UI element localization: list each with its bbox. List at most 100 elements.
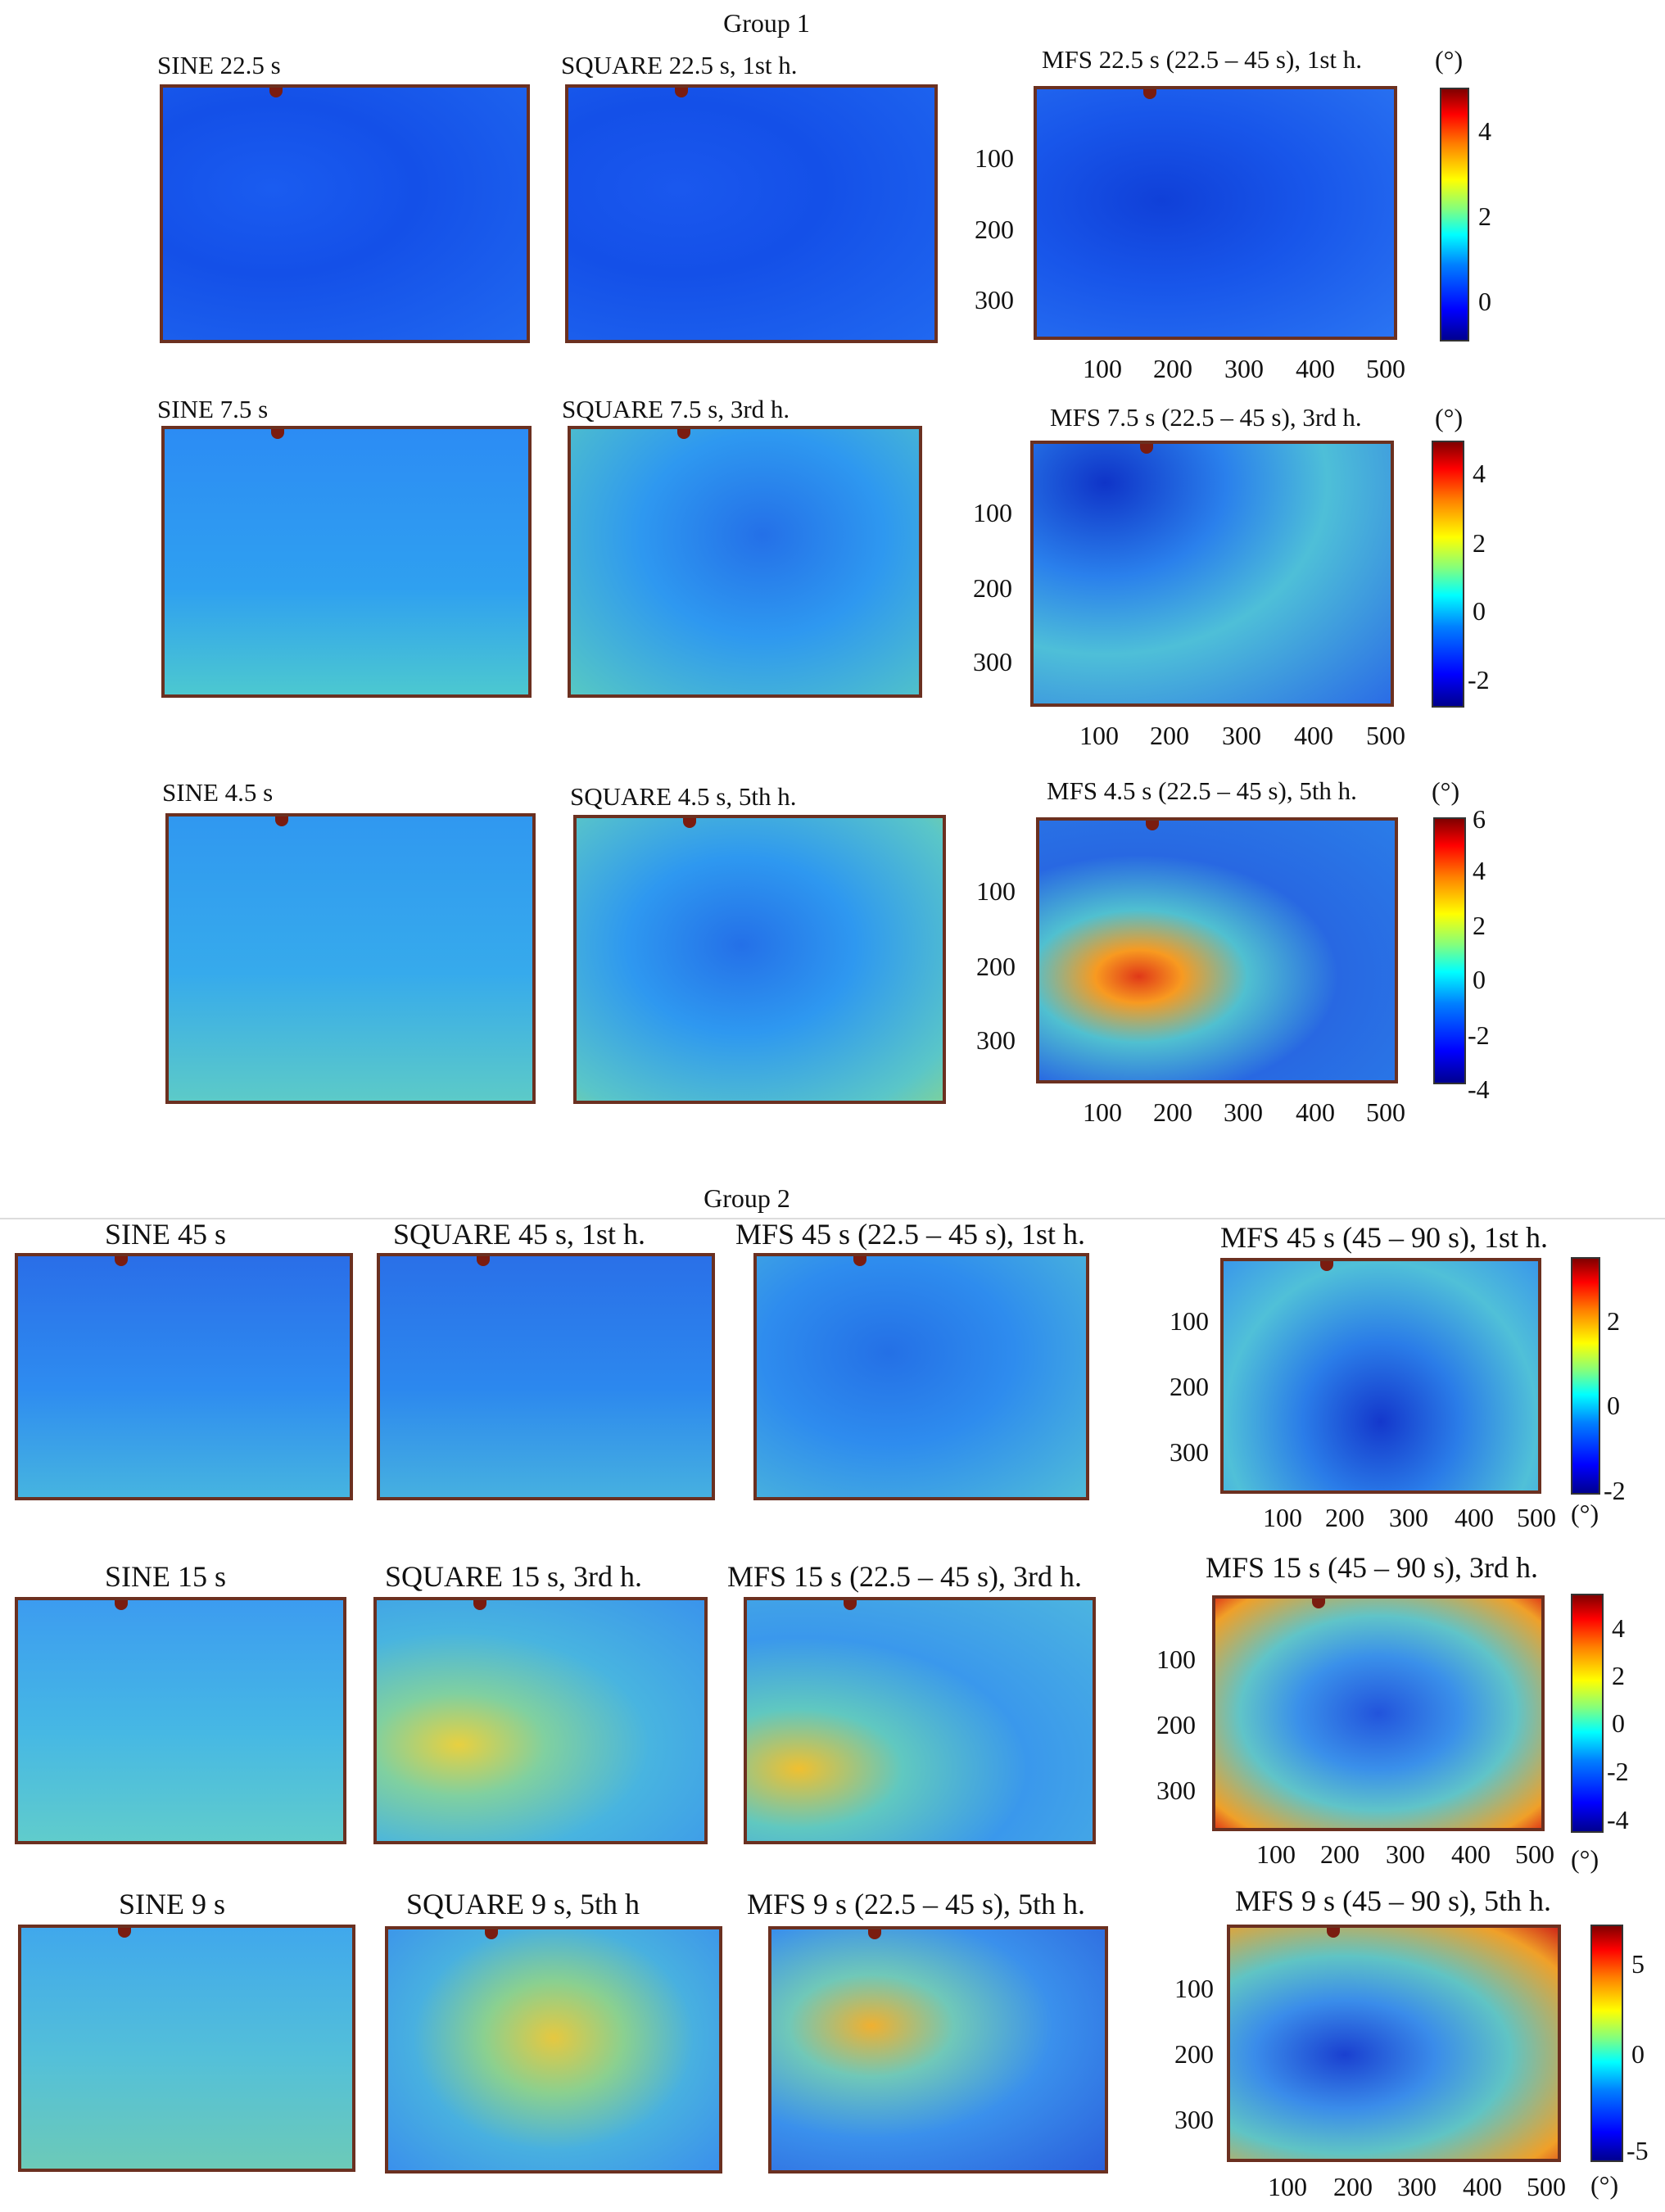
g1r1-cbar-tick-2: 2: [1478, 201, 1491, 231]
g2r3-cbar-tick-3: -5: [1627, 2136, 1649, 2165]
g1r3-ytick-1: 100: [976, 876, 1016, 906]
g2r2-square-map: [373, 1597, 708, 1844]
g1r3-cbar-tick-2: 4: [1473, 856, 1486, 885]
g1r2-ytick-1: 100: [973, 498, 1012, 527]
g1r3-sine-map: [165, 813, 536, 1104]
g2r1-ytick-1: 100: [1170, 1306, 1209, 1336]
g2r2-xtick-5: 500: [1515, 1839, 1554, 1869]
g2r1-mfs1-title: MFS 45 s (22.5 – 45 s), 1st h.: [735, 1218, 1086, 1251]
g1r3-cbar-tick-6: -4: [1468, 1074, 1490, 1104]
g1r3-cbar-tick-5: -2: [1468, 1020, 1490, 1050]
g1r1-mfs-map: [1034, 86, 1397, 340]
g2r1-cbar-unit: (°): [1571, 1499, 1599, 1528]
g1r3-square-title: SQUARE 4.5 s, 5th h.: [570, 782, 797, 811]
g2r1-xtick-2: 200: [1325, 1503, 1364, 1532]
g1r1-mfs-title: MFS 22.5 s (22.5 – 45 s), 1st h.: [1042, 45, 1362, 74]
g2r3-square-title: SQUARE 9 s, 5th h: [406, 1888, 640, 1920]
g2r2-xtick-1: 100: [1256, 1839, 1296, 1869]
g2r2-ytick-1: 100: [1156, 1644, 1196, 1674]
g2r2-xtick-2: 200: [1320, 1839, 1360, 1869]
g1r1-cbar-tick-1: 4: [1478, 116, 1491, 146]
g2r3-xtick-1: 100: [1268, 2172, 1307, 2201]
g2r1-xtick-3: 300: [1389, 1503, 1428, 1532]
g1r3-xtick-5: 500: [1366, 1097, 1405, 1127]
g2r3-sine-title: SINE 9 s: [119, 1888, 226, 1920]
g2r1-ytick-2: 200: [1170, 1372, 1209, 1401]
g2r2-sine-title: SINE 15 s: [105, 1560, 227, 1593]
g1r3-cbar-unit: (°): [1432, 776, 1460, 806]
g2r2-square-title: SQUARE 15 s, 3rd h.: [385, 1560, 643, 1593]
g2r3-cbar-tick-2: 0: [1631, 2039, 1645, 2069]
g1r2-xtick-1: 100: [1079, 721, 1119, 750]
g1r2-cbar-unit: (°): [1435, 403, 1464, 432]
g2r2-cbar-tick-2: 2: [1612, 1661, 1625, 1690]
g2r3-xtick-3: 300: [1397, 2172, 1437, 2201]
g2r3-xtick-4: 400: [1463, 2172, 1502, 2201]
g1r2-ytick-2: 200: [973, 573, 1012, 603]
g1r2-cbar-tick-4: -2: [1468, 665, 1490, 694]
g1r1-square-title: SQUARE 22.5 s, 1st h.: [561, 51, 798, 79]
g2r2-mfs1-map: [744, 1597, 1096, 1844]
g2r2-xtick-4: 400: [1451, 1839, 1491, 1869]
g2r1-sine-map: [15, 1253, 353, 1500]
g2r1-xtick-1: 100: [1263, 1503, 1302, 1532]
g1r2-sine-title: SINE 7.5 s: [157, 395, 269, 423]
g1r3-xtick-2: 200: [1153, 1097, 1192, 1127]
g2r1-square-title: SQUARE 45 s, 1st h.: [393, 1218, 646, 1251]
g1r2-xtick-5: 500: [1366, 721, 1405, 750]
g2r3-sine-map: [18, 1925, 355, 2172]
g2r1-cbar-tick-2: 0: [1607, 1391, 1620, 1420]
g2r3-ytick-1: 100: [1174, 1974, 1214, 2003]
g1r3-xtick-4: 400: [1296, 1097, 1335, 1127]
g2r3-colorbar: [1590, 1925, 1623, 2162]
g2r3-cbar-tick-1: 5: [1631, 1949, 1645, 1979]
g2r1-square-map: [377, 1253, 715, 1500]
g1r2-ytick-3: 300: [973, 647, 1012, 676]
g1r2-cbar-tick-1: 4: [1473, 459, 1486, 488]
g2r2-sine-map: [15, 1597, 346, 1844]
g1r2-mfs-map: [1030, 441, 1394, 707]
g2r1-mfs2-title: MFS 45 s (45 – 90 s), 1st h.: [1220, 1221, 1549, 1254]
g1r3-cbar-tick-3: 2: [1473, 911, 1486, 940]
g1r3-xtick-3: 300: [1224, 1097, 1263, 1127]
g1r1-ytick-2: 200: [975, 215, 1014, 244]
g1r3-xtick-1: 100: [1083, 1097, 1122, 1127]
g1r3-mfs-title: MFS 4.5 s (22.5 – 45 s), 5th h.: [1047, 776, 1357, 805]
g1r1-sine-map: [160, 84, 530, 343]
group1-title: Group 1: [723, 8, 810, 38]
g2r1-mfs2-map: [1220, 1258, 1541, 1494]
g1r2-xtick-2: 200: [1150, 721, 1189, 750]
g2r2-mfs2-map: [1212, 1595, 1545, 1831]
g1r1-cbar-unit: (°): [1435, 45, 1464, 75]
g2r3-mfs1-title: MFS 9 s (22.5 – 45 s), 5th h.: [747, 1888, 1086, 1920]
g1r1-ytick-1: 100: [975, 143, 1014, 173]
g1r2-square-title: SQUARE 7.5 s, 3rd h.: [562, 395, 790, 423]
g2r2-cbar-tick-5: -4: [1607, 1805, 1629, 1834]
g2r2-cbar-tick-4: -2: [1607, 1757, 1629, 1786]
g1r2-square-map: [568, 426, 922, 698]
g1r1-xtick-2: 200: [1153, 354, 1192, 383]
g2r2-cbar-tick-3: 0: [1612, 1708, 1625, 1738]
group-separator: [0, 1218, 1665, 1219]
g2r3-mfs1-map: [768, 1926, 1108, 2174]
g2r1-mfs1-map: [753, 1253, 1089, 1500]
g1r1-xtick-1: 100: [1083, 354, 1122, 383]
g2r2-cbar-tick-1: 4: [1612, 1613, 1625, 1643]
g2r3-cbar-unit: (°): [1590, 2170, 1619, 2200]
g2r1-ytick-3: 300: [1170, 1437, 1209, 1467]
g2r1-sine-title: SINE 45 s: [105, 1218, 227, 1251]
g2r3-mfs2-map: [1227, 1925, 1561, 2162]
g2r1-colorbar: [1571, 1257, 1600, 1495]
g1r1-sine-title: SINE 22.5 s: [157, 51, 281, 79]
g2r1-cbar-tick-3: -2: [1604, 1476, 1626, 1505]
g1r2-cbar-tick-2: 2: [1473, 528, 1486, 558]
g1r2-colorbar: [1432, 441, 1464, 708]
g1r2-mfs-title: MFS 7.5 s (22.5 – 45 s), 3rd h.: [1050, 403, 1362, 432]
g1r3-cbar-tick-4: 0: [1473, 965, 1486, 994]
g1r1-colorbar: [1440, 88, 1469, 342]
g2r1-xtick-4: 400: [1455, 1503, 1494, 1532]
g1r3-cbar-tick-1: 6: [1473, 804, 1486, 834]
g1r3-square-map: [573, 815, 946, 1104]
g1r2-xtick-3: 300: [1222, 721, 1261, 750]
g2r2-mfs1-title: MFS 15 s (22.5 – 45 s), 3rd h.: [727, 1560, 1083, 1593]
